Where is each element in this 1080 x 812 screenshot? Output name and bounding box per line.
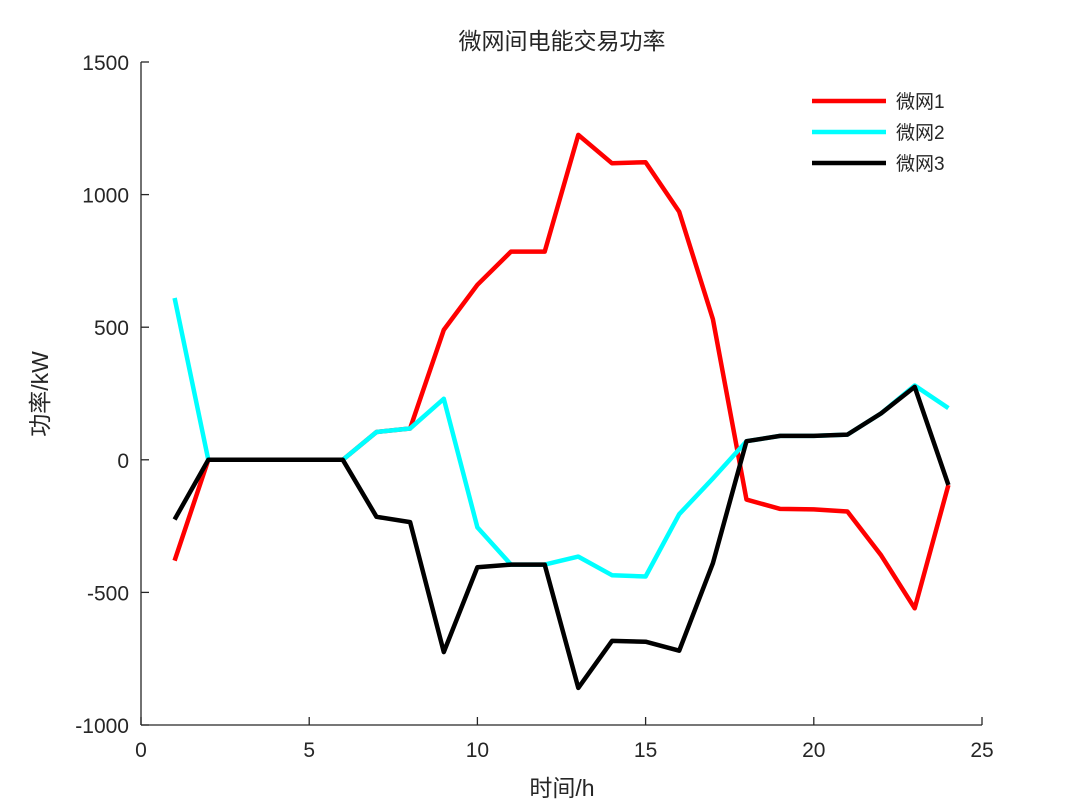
y-tick-label: -1000 <box>75 715 129 738</box>
x-tick-label: 0 <box>135 739 147 762</box>
x-tick-label: 10 <box>466 739 489 762</box>
x-tick-label: 15 <box>634 739 657 762</box>
series-line-3 <box>172 384 951 691</box>
y-tick-label: 1500 <box>82 52 129 75</box>
y-tick-label: 500 <box>94 317 129 340</box>
x-tick-label: 25 <box>970 739 993 762</box>
legend-label-3: 微网3 <box>896 153 945 175</box>
legend: 微网1 微网2 微网3 <box>812 91 945 175</box>
legend-label-2: 微网2 <box>896 122 945 144</box>
x-tick-label: 5 <box>303 739 315 762</box>
y-tick-label: -500 <box>87 582 129 605</box>
series-group <box>172 132 951 691</box>
y-tick-label: 1000 <box>82 185 129 208</box>
x-axis-title: 时间/h <box>529 775 594 801</box>
x-tick-label: 20 <box>802 739 825 762</box>
y-axis: -1000 -500 0 500 1000 1500 <box>75 52 149 738</box>
y-tick-label: 0 <box>117 450 129 473</box>
chart-title: 微网间电能交易功率 <box>459 28 666 54</box>
x-axis: 0 5 10 15 20 25 <box>135 717 994 762</box>
y-axis-title: 功率/kW <box>27 351 53 437</box>
legend-label-1: 微网1 <box>896 91 945 113</box>
